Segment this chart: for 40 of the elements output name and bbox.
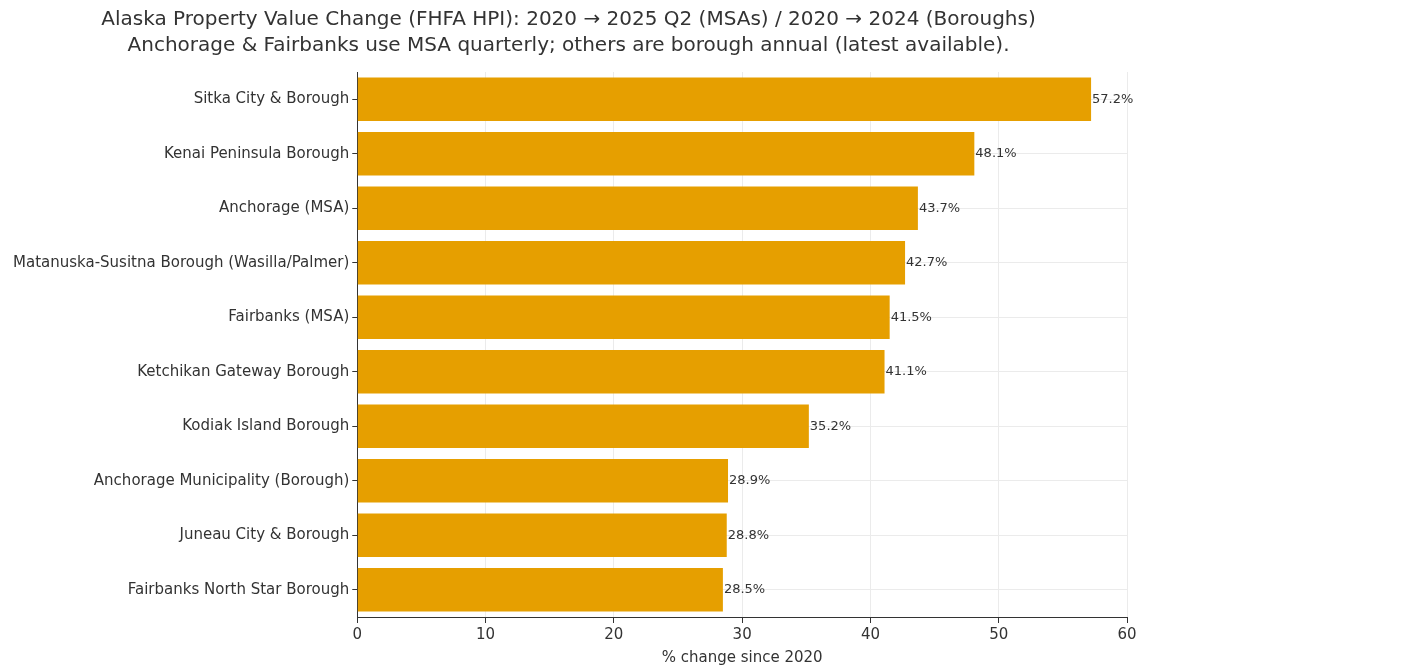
y-tick-label: Ketchikan Gateway Borough: [137, 361, 350, 380]
y-tick-label: Fairbanks North Star Borough: [127, 579, 350, 598]
bar: [357, 349, 885, 394]
x-tick-label: 50: [989, 624, 1009, 643]
y-tick-label: Juneau City & Borough: [178, 525, 350, 544]
bar: [357, 186, 918, 231]
data-label: 28.8%: [727, 526, 770, 542]
x-axis-title: % change since 2020: [661, 647, 823, 666]
data-label: 42.7%: [906, 254, 948, 270]
bar: [357, 458, 729, 503]
bar: [357, 513, 727, 558]
x-tick-label: 60: [1117, 624, 1137, 643]
chart-subtitle: Anchorage & Fairbanks use MSA quarterly; others are borough annual (latest available).: [127, 32, 1010, 57]
data-label: 28.5%: [723, 581, 766, 597]
x-tick-label: 10: [476, 624, 496, 643]
y-tick-label: Sitka City & Borough: [193, 89, 350, 108]
bar: [357, 567, 723, 612]
x-tick-label: 0: [352, 624, 363, 643]
bar: [357, 240, 906, 285]
bar: [357, 77, 1092, 122]
bar: [357, 404, 809, 449]
x-tick-label: 30: [732, 624, 752, 643]
y-tick-label: Kodiak Island Borough: [182, 416, 350, 435]
y-tick-label: Anchorage Municipality (Borough): [93, 470, 350, 489]
y-tick-label: Matanuska-Susitna Borough (Wasilla/Palmer): [13, 252, 350, 271]
bar: [357, 295, 890, 340]
x-tick-label: 40: [860, 624, 880, 643]
chart-title: Alaska Property Value Change (FHFA HPI): 2020 → 2025 Q2 (MSAs) / 2020 → 2024 (Boroughs): [101, 6, 1036, 31]
y-tick-label: Kenai Peninsula Borough: [163, 143, 350, 162]
data-label: 35.2%: [809, 417, 852, 433]
y-tick-label: Fairbanks (MSA): [228, 307, 350, 326]
data-label: 43.7%: [918, 199, 961, 215]
y-tick-label: Anchorage (MSA): [218, 198, 350, 217]
data-label: 48.1%: [975, 145, 1017, 161]
data-label: 57.2%: [1092, 90, 1134, 106]
data-label: 28.9%: [729, 472, 771, 488]
bar: [357, 131, 975, 176]
x-tick-label: 20: [604, 624, 624, 643]
data-label: 41.1%: [885, 363, 927, 379]
data-label: 41.5%: [890, 308, 932, 324]
